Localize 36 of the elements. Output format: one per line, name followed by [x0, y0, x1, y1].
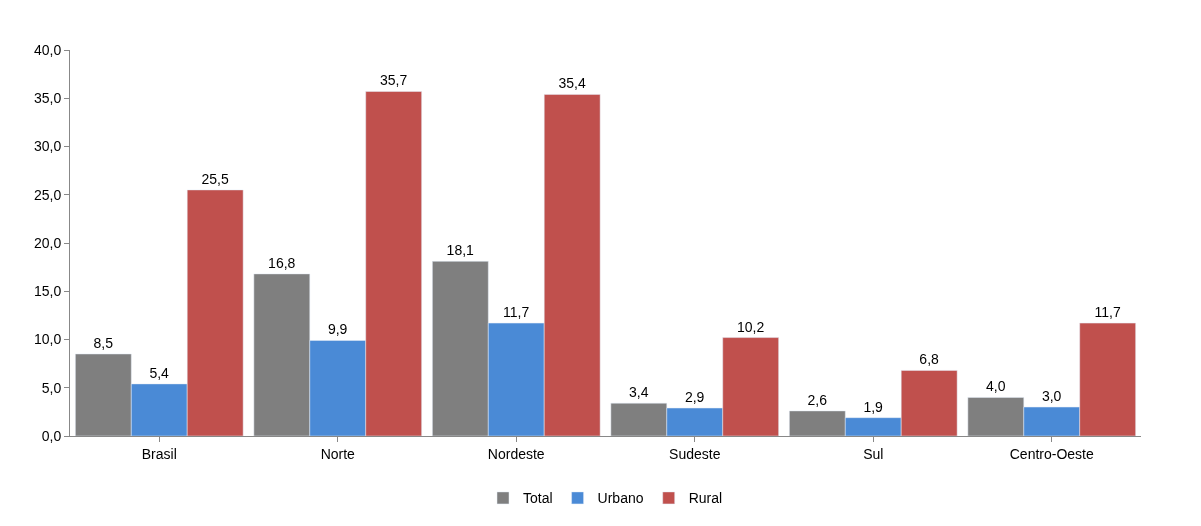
- data-label: 6,8: [919, 351, 940, 368]
- y-tick-label: 10,0: [33, 331, 62, 348]
- data-label: 18,1: [446, 242, 475, 259]
- x-tick-label: Sudeste: [669, 445, 721, 462]
- x-tick-label: Sul: [863, 445, 884, 462]
- data-label: 5,4: [149, 364, 170, 381]
- x-tick-label: Centro-Oeste: [1009, 445, 1094, 462]
- y-tick-label: 5,0: [41, 379, 62, 396]
- data-label: 1,9: [863, 398, 884, 415]
- data-label: 3,0: [1041, 388, 1062, 405]
- x-tick-label: Brasil: [141, 445, 177, 462]
- data-label: 4,0: [985, 378, 1006, 395]
- data-label: 35,4: [558, 75, 586, 92]
- data-label: 9,9: [327, 321, 348, 338]
- y-tick-label: 40,0: [33, 41, 62, 58]
- y-tick-label: 30,0: [33, 138, 62, 155]
- data-label: 8,5: [93, 334, 114, 351]
- data-label: 25,5: [201, 170, 229, 187]
- y-tick-label: 25,0: [33, 186, 62, 203]
- x-tick-label: Nordeste: [487, 445, 545, 462]
- data-label: 2,9: [684, 389, 705, 406]
- data-label: 11,7: [1094, 304, 1121, 321]
- y-tick-label: 35,0: [33, 90, 62, 107]
- x-tick-label: Norte: [320, 445, 356, 462]
- data-label: 2,6: [807, 391, 828, 408]
- data-label: 11,7: [503, 304, 530, 321]
- data-label: 3,4: [628, 384, 649, 401]
- data-label: 10,2: [736, 318, 765, 335]
- data-label: 35,7: [379, 72, 408, 89]
- y-tick-label: 15,0: [33, 283, 62, 300]
- y-tick-label: 20,0: [33, 234, 62, 251]
- legend-label: Urbano: [597, 490, 644, 507]
- legend-label: Rural: [688, 490, 723, 507]
- y-tick-label: 0,0: [41, 427, 62, 444]
- legend-label: Total: [523, 490, 553, 507]
- data-label: 16,8: [268, 254, 296, 271]
